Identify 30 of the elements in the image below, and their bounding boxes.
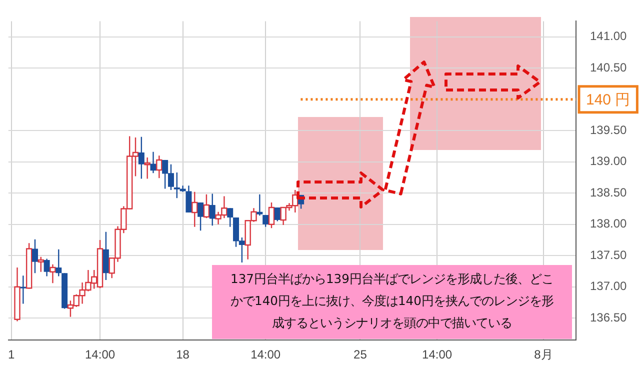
candlestick [150,151,156,174]
y-tick-label: 137.00 [590,279,628,294]
candlestick [209,193,216,226]
y-tick-label: 138.00 [590,216,628,231]
candlestick [102,231,109,281]
y-tick-label: 141.00 [590,29,628,44]
candlestick [32,238,38,274]
x-tick-label: 18 [176,348,190,362]
y-tick-label: 140.50 [590,60,628,74]
ref-line-label: 140 円 [586,91,630,108]
x-tick-label: 14:00 [422,348,452,362]
candlestick [227,208,234,228]
candlestick [198,202,204,232]
x-tick-label: 14:00 [85,348,116,362]
y-tick-label: 136.50 [590,310,628,324]
y-tick-label: 138.50 [590,185,628,200]
candlestick [44,258,50,277]
candlestick [256,194,263,216]
x-tick-label: 25 [354,348,368,362]
candlestick [20,275,26,304]
candlestick [138,136,144,180]
x-tick-label: 8月 [534,348,553,362]
y-tick-label: 139.00 [590,154,628,168]
x-tick-label: 14:00 [250,348,281,362]
annotation: 137円台半ばから139円台半ばでレンジを形成した後、どこかで140円を上に抜け、今度は140円を挟んでのレンジを形成するというシナリオを頭の中で描いている [212,265,572,339]
candlestick [56,248,62,277]
x-tick-label: 1 [8,348,15,362]
candlestick [274,206,280,222]
y-tick-label: 137.50 [590,248,628,262]
y-tick-label: 139.50 [590,122,628,137]
